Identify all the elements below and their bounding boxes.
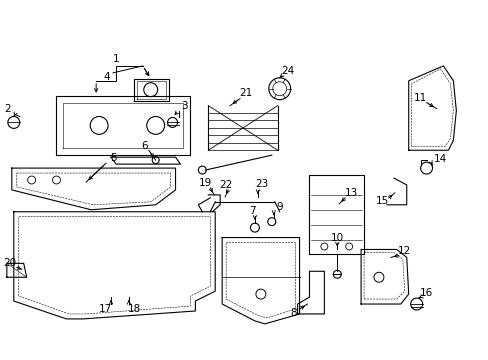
- Text: 12: 12: [397, 247, 410, 256]
- Text: 20: 20: [3, 258, 17, 268]
- Text: 9: 9: [276, 202, 283, 212]
- Text: 18: 18: [128, 304, 141, 314]
- Text: 7: 7: [248, 206, 255, 216]
- Text: 21: 21: [239, 88, 252, 98]
- Text: 3: 3: [181, 100, 187, 111]
- Text: 16: 16: [419, 288, 432, 298]
- Text: 4: 4: [103, 72, 110, 82]
- Text: 13: 13: [344, 188, 357, 198]
- Text: 5: 5: [109, 153, 116, 163]
- Text: 14: 14: [433, 154, 446, 164]
- Text: 22: 22: [219, 180, 232, 190]
- Text: 10: 10: [330, 233, 343, 243]
- Text: 6: 6: [141, 141, 148, 151]
- Text: 23: 23: [255, 179, 268, 189]
- Text: 19: 19: [198, 178, 211, 188]
- Text: 15: 15: [376, 196, 389, 206]
- Text: 11: 11: [413, 93, 427, 103]
- Text: 17: 17: [98, 304, 111, 314]
- Text: 2: 2: [4, 104, 11, 113]
- Text: 8: 8: [290, 308, 296, 318]
- Text: 24: 24: [281, 66, 294, 76]
- Text: 1: 1: [112, 54, 119, 64]
